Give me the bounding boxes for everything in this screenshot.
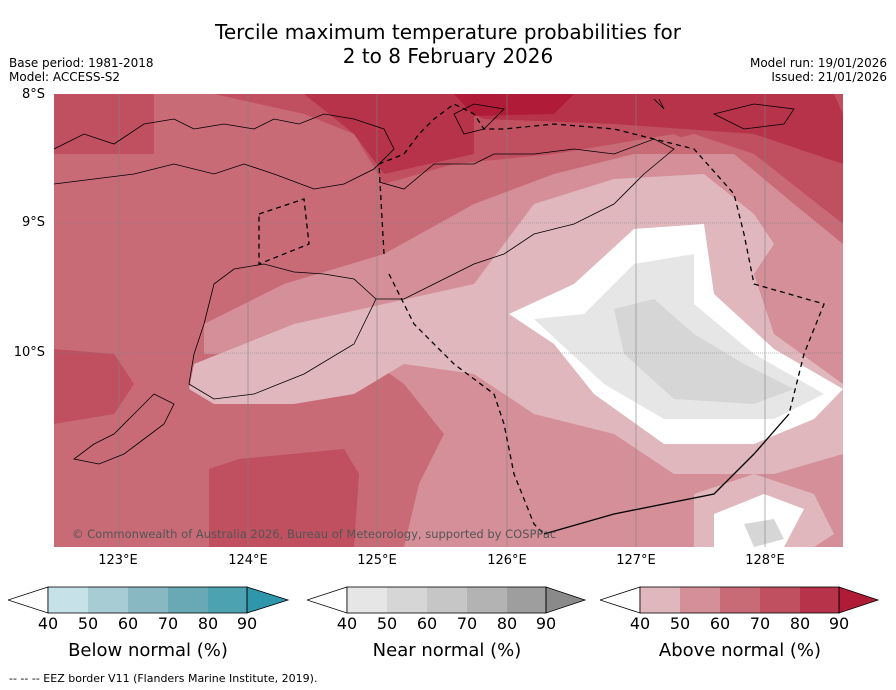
cb-above-50 xyxy=(640,587,680,613)
region-above-80-north xyxy=(304,94,474,174)
graticule xyxy=(54,94,843,547)
cb-below-tick-80: 80 xyxy=(197,614,219,633)
region-above-70-south xyxy=(209,449,359,547)
cb-below-tick-70: 70 xyxy=(157,614,179,633)
cb-below-high xyxy=(246,586,290,614)
region-above-70-north xyxy=(54,94,843,244)
cb-above-70 xyxy=(720,587,760,613)
lon-label-124e: 124°E xyxy=(228,553,268,568)
region-near-60-south xyxy=(744,519,784,547)
cb-above-80 xyxy=(760,587,800,613)
model-name: Model: ACCESS-S2 xyxy=(9,70,121,84)
map-title: Tercile maximum temperature probabilitie… xyxy=(0,20,896,68)
coastline-rote xyxy=(73,393,175,465)
coastline-flores xyxy=(54,113,395,190)
base-period: Base period: 1981-2018 xyxy=(9,56,154,70)
coastline-wetar xyxy=(453,103,505,135)
cb-below-tick-90: 90 xyxy=(236,614,258,633)
cb-near-tick-50: 50 xyxy=(376,614,398,633)
cb-near-title: Near normal (%) xyxy=(372,640,522,661)
region-above-70-west xyxy=(54,349,134,424)
cb-below-60 xyxy=(88,587,128,613)
cb-above-high xyxy=(838,586,880,614)
region-near-60 xyxy=(614,299,794,404)
lon-label-127e: 127°E xyxy=(616,553,656,568)
cb-near-70 xyxy=(427,587,467,613)
meta-right: Model run: 19/01/2026 Issued: 21/01/2026 xyxy=(750,56,887,84)
lon-label-128e: 128°E xyxy=(745,553,785,568)
eez-border-west xyxy=(388,273,545,535)
cb-below-tick-60: 60 xyxy=(117,614,139,633)
lon-label-126e: 126°E xyxy=(487,553,527,568)
coastline-islet xyxy=(653,98,665,110)
cb-above-tick-90: 90 xyxy=(828,614,850,633)
cb-near-tick-60: 60 xyxy=(416,614,438,633)
colorbar-near-normal xyxy=(307,586,587,614)
cb-near-low xyxy=(307,586,348,614)
cb-near-tick-70: 70 xyxy=(456,614,478,633)
cb-below-tick-40: 40 xyxy=(37,614,59,633)
cb-near-50 xyxy=(347,587,387,613)
model-run: Model run: 19/01/2026 xyxy=(749,56,887,70)
copyright-notice: © Commonwealth of Australia 2026, Bureau… xyxy=(72,527,556,541)
eez-border xyxy=(258,103,825,535)
issued-date: Issued: 21/01/2026 xyxy=(771,70,887,84)
cb-above-tick-40: 40 xyxy=(629,614,651,633)
colorbar-below-normal xyxy=(8,586,290,614)
eez-border-south xyxy=(543,413,790,535)
cb-above-tick-60: 60 xyxy=(709,614,731,633)
cb-above-tick-80: 80 xyxy=(789,614,811,633)
lat-label-9s: 9°S xyxy=(21,215,45,230)
cb-above-60 xyxy=(680,587,720,613)
coastline-timor-north xyxy=(376,138,675,300)
region-above-90-north xyxy=(454,94,574,116)
lat-label-8s: 8°S xyxy=(21,87,45,102)
cb-below-70 xyxy=(128,587,168,613)
lon-label-125e: 125°E xyxy=(357,553,397,568)
cb-above-title: Above normal (%) xyxy=(658,640,822,661)
eez-footnote: -- -- -- EEZ border V11 (Flanders Marine… xyxy=(9,672,318,685)
region-white-south xyxy=(714,494,804,547)
meta-left: Base period: 1981-2018 Model: ACCESS-S2 xyxy=(9,56,154,84)
coastlines xyxy=(54,98,795,465)
lon-label-123e: 123°E xyxy=(98,553,138,568)
cb-above-low xyxy=(600,586,641,614)
coastline-timor-west xyxy=(188,263,377,400)
title-line-1: Tercile maximum temperature probabilitie… xyxy=(215,20,681,44)
colorbar-above-normal xyxy=(600,586,880,614)
cb-near-tick-90: 90 xyxy=(535,614,557,633)
cb-near-tick-40: 40 xyxy=(336,614,358,633)
cb-above-tick-70: 70 xyxy=(749,614,771,633)
cb-above-tick-50: 50 xyxy=(669,614,691,633)
cb-near-high xyxy=(545,586,587,614)
cb-below-low xyxy=(8,586,49,614)
cb-below-80 xyxy=(168,587,208,613)
cb-below-90 xyxy=(208,587,247,613)
cb-near-80 xyxy=(467,587,507,613)
cb-near-60 xyxy=(387,587,427,613)
cb-below-50 xyxy=(48,587,88,613)
cb-below-title: Below normal (%) xyxy=(68,640,228,661)
lat-label-10s: 10°S xyxy=(13,345,45,360)
coastline-babar xyxy=(712,103,795,130)
cb-below-tick-50: 50 xyxy=(77,614,99,633)
cb-near-90 xyxy=(507,587,546,613)
title-line-2: 2 to 8 February 2026 xyxy=(342,44,554,68)
eez-border-oecusse xyxy=(258,198,310,265)
eez-border-north xyxy=(378,103,825,415)
cb-near-tick-80: 80 xyxy=(496,614,518,633)
cb-above-90 xyxy=(800,587,839,613)
probability-map: © Commonwealth of Australia 2026, Bureau… xyxy=(54,94,843,547)
